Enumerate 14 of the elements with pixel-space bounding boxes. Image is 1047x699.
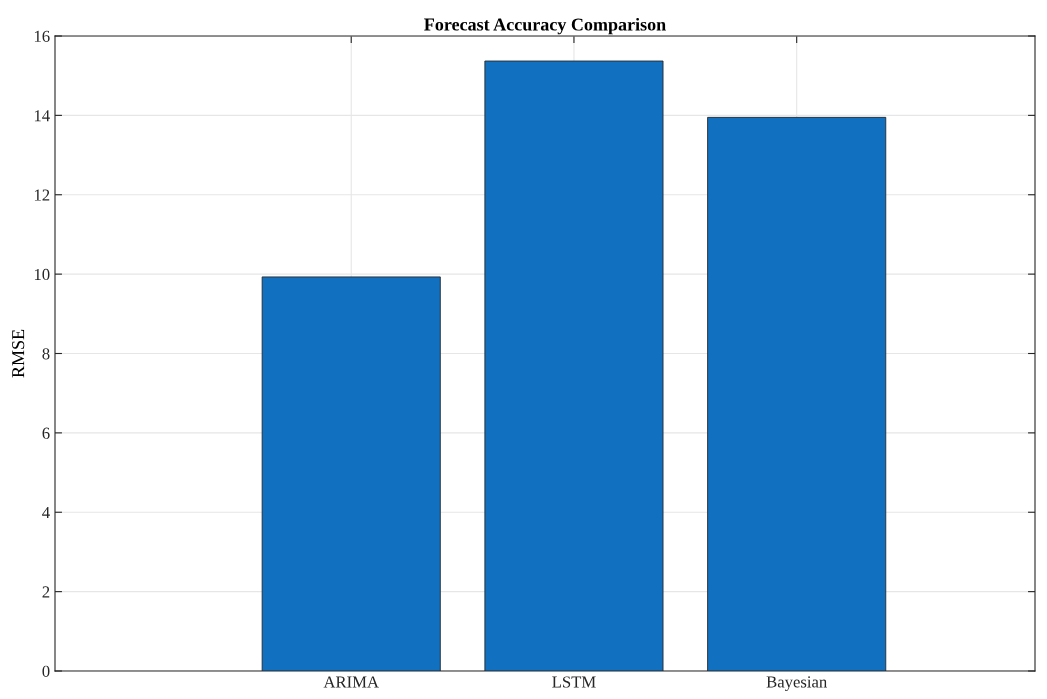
- x-tick-label: LSTM: [552, 676, 596, 688]
- y-tick-label: 16: [34, 30, 50, 42]
- x-tick-label: ARIMA: [323, 676, 379, 688]
- y-tick-label: 12: [34, 189, 50, 201]
- y-tick-label: 2: [42, 586, 50, 598]
- y-tick-label: 4: [42, 507, 50, 519]
- x-tick-label: Bayesian: [766, 676, 827, 691]
- y-tick-label: 14: [34, 110, 50, 122]
- y-axis-title: RMSE: [12, 329, 25, 378]
- y-tick-label: 8: [42, 348, 50, 360]
- y-tick-label: 10: [34, 268, 50, 281]
- y-tick-label: 0: [42, 665, 50, 677]
- chart-title: Forecast Accuracy Comparison: [424, 17, 666, 35]
- y-tick-label: 6: [42, 427, 50, 439]
